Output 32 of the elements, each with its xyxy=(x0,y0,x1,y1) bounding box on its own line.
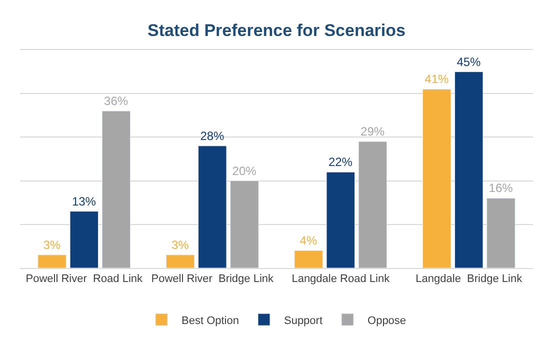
bar xyxy=(230,180,259,268)
bar xyxy=(102,110,131,268)
bar xyxy=(166,254,195,268)
data-label: 29% xyxy=(360,124,385,139)
data-label: 45% xyxy=(456,54,482,69)
data-label: 20% xyxy=(232,164,257,178)
chart-title: Stated Preference for Scenarios xyxy=(148,21,406,40)
data-label: 22% xyxy=(328,155,353,170)
x-tick-label: Langdale Road Link xyxy=(292,273,390,286)
bar xyxy=(326,172,355,268)
legend-label: Best Option xyxy=(182,314,239,327)
bar xyxy=(486,198,516,268)
legend-label: Support xyxy=(284,314,323,327)
data-label: 36% xyxy=(104,94,128,108)
bar xyxy=(358,141,388,268)
bar xyxy=(70,211,98,268)
x-tick-label: Powell River Road Link xyxy=(26,273,144,286)
data-label: 28% xyxy=(200,128,225,143)
data-label: 41% xyxy=(424,72,449,86)
data-label: 3% xyxy=(43,238,61,252)
x-tick-label: Langdale Bridge Link xyxy=(416,273,523,286)
bar xyxy=(454,72,484,268)
data-label: 3% xyxy=(171,238,190,252)
bar xyxy=(294,250,323,268)
data-label: 4% xyxy=(300,234,318,248)
data-label: 16% xyxy=(488,181,514,196)
x-tick-label: Powell River Bridge Link xyxy=(151,273,274,286)
bar xyxy=(198,146,227,268)
legend-label: Oppose xyxy=(368,314,406,327)
bar xyxy=(422,88,452,268)
bar xyxy=(38,254,66,268)
data-label: 13% xyxy=(72,194,96,208)
